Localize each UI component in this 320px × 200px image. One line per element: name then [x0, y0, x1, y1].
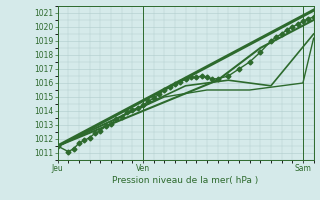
X-axis label: Pression niveau de la mer( hPa ): Pression niveau de la mer( hPa )	[112, 176, 259, 185]
